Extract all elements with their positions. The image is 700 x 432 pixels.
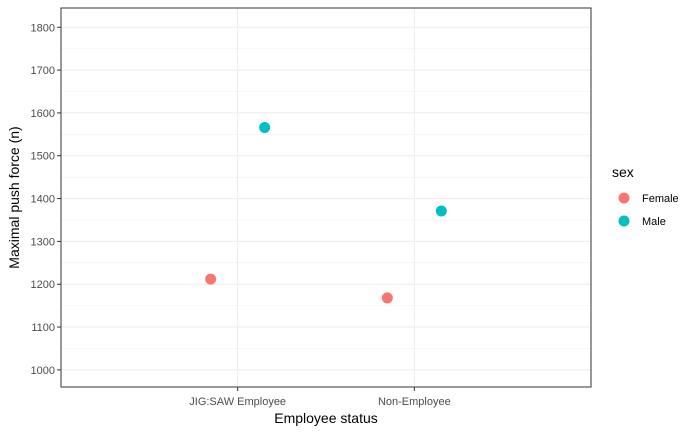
y-tick-label: 1300 <box>31 236 55 248</box>
data-point-male <box>435 205 447 217</box>
data-point-female <box>205 273 217 285</box>
y-tick-label: 1800 <box>31 22 55 34</box>
data-points <box>205 121 447 304</box>
y-tick-label: 1400 <box>31 194 55 206</box>
y-tick-label: 1600 <box>31 108 55 120</box>
legend-label-female: Female <box>642 193 679 205</box>
x-axis-title: Employee status <box>274 410 378 426</box>
y-tick-label: 1100 <box>31 322 55 334</box>
y-tick-label: 1000 <box>31 365 55 377</box>
legend-label-male: Male <box>642 216 666 228</box>
data-point-male <box>259 121 271 133</box>
y-axis-ticks: 1000 1100 1200 1300 1400 1500 1600 1700 1800 <box>31 22 61 377</box>
legend-title: sex <box>612 164 634 180</box>
legend: sex Female Male <box>612 164 679 228</box>
legend-key-female <box>618 192 630 204</box>
y-tick-label: 1500 <box>31 151 55 163</box>
x-tick-label: JIG:SAW Employee <box>189 396 286 408</box>
plot-panel <box>60 7 592 388</box>
y-tick-label: 1700 <box>31 65 55 77</box>
data-point-female <box>381 292 393 304</box>
x-axis-ticks: JIG:SAW Employee Non-Employee <box>189 387 451 408</box>
y-axis-title: Maximal push force (n) <box>6 126 22 268</box>
grid-lines <box>61 8 591 387</box>
y-tick-label: 1200 <box>31 279 55 291</box>
legend-key-male <box>618 215 630 227</box>
x-tick-label: Non-Employee <box>378 396 451 408</box>
